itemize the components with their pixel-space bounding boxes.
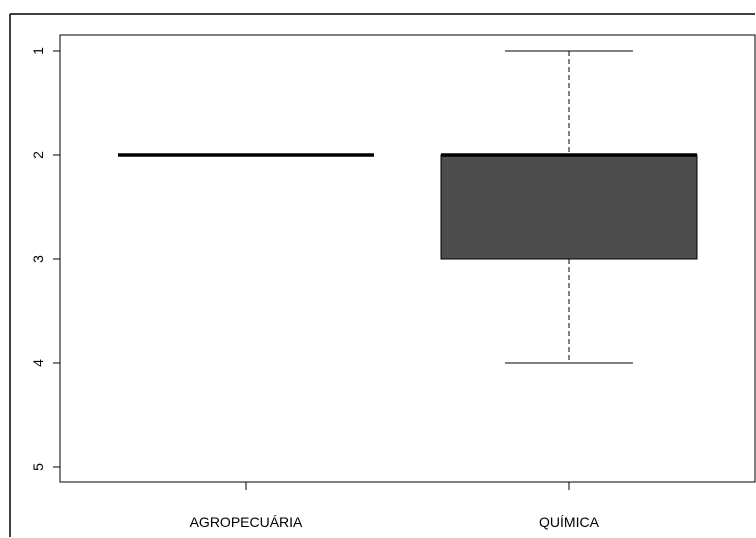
box-body: [440, 154, 698, 260]
y-tick-label: 5: [30, 463, 46, 471]
x-category-label: AGROPECUÁRIA: [190, 514, 303, 530]
y-tick-label: 3: [30, 255, 46, 263]
x-category-label: QUÍMICA: [539, 514, 600, 530]
plot-layer: 1 2 3 4 5 AGROPECUÁRIA QUÍMICA: [9, 13, 756, 537]
y-axis: 1 2 3 4 5: [30, 47, 60, 471]
x-axis: AGROPECUÁRIA QUÍMICA: [190, 482, 600, 530]
y-tick-label: 2: [30, 151, 46, 159]
box-2: [440, 50, 698, 364]
y-tick-label: 4: [30, 359, 46, 367]
y-tick-label: 1: [30, 47, 46, 55]
